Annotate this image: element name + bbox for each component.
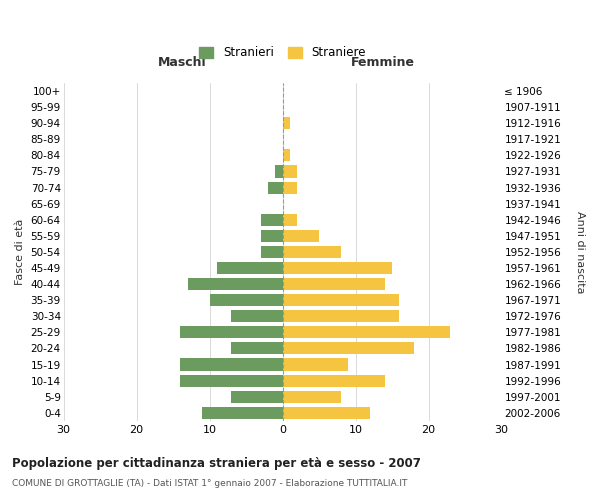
Bar — [283, 294, 400, 306]
Bar — [283, 374, 385, 386]
Bar — [283, 358, 348, 370]
Bar — [260, 214, 283, 226]
Bar — [181, 374, 283, 386]
Bar — [181, 326, 283, 338]
Bar — [202, 407, 283, 419]
Bar — [283, 214, 297, 226]
Bar — [283, 117, 290, 129]
Bar — [283, 326, 451, 338]
Bar — [283, 310, 400, 322]
Bar — [217, 262, 283, 274]
Y-axis label: Anni di nascita: Anni di nascita — [575, 210, 585, 293]
Bar — [232, 342, 283, 354]
Bar — [232, 310, 283, 322]
Text: Popolazione per cittadinanza straniera per età e sesso - 2007: Popolazione per cittadinanza straniera p… — [12, 458, 421, 470]
Bar — [181, 358, 283, 370]
Bar — [283, 230, 319, 242]
Bar — [260, 230, 283, 242]
Bar — [283, 278, 385, 290]
Y-axis label: Fasce di età: Fasce di età — [15, 218, 25, 285]
Bar — [268, 182, 283, 194]
Bar — [283, 342, 414, 354]
Bar — [283, 150, 290, 162]
Bar — [283, 182, 297, 194]
Bar — [260, 246, 283, 258]
Bar — [283, 166, 297, 177]
Bar — [188, 278, 283, 290]
Text: Maschi: Maschi — [158, 56, 206, 70]
Legend: Stranieri, Straniere: Stranieri, Straniere — [194, 42, 371, 64]
Bar — [232, 390, 283, 402]
Text: COMUNE DI GROTTAGLIE (TA) - Dati ISTAT 1° gennaio 2007 - Elaborazione TUTTITALIA: COMUNE DI GROTTAGLIE (TA) - Dati ISTAT 1… — [12, 479, 407, 488]
Bar — [283, 390, 341, 402]
Bar — [283, 246, 341, 258]
Bar — [275, 166, 283, 177]
Bar — [209, 294, 283, 306]
Bar — [283, 262, 392, 274]
Bar — [283, 407, 370, 419]
Text: Femmine: Femmine — [352, 56, 415, 70]
